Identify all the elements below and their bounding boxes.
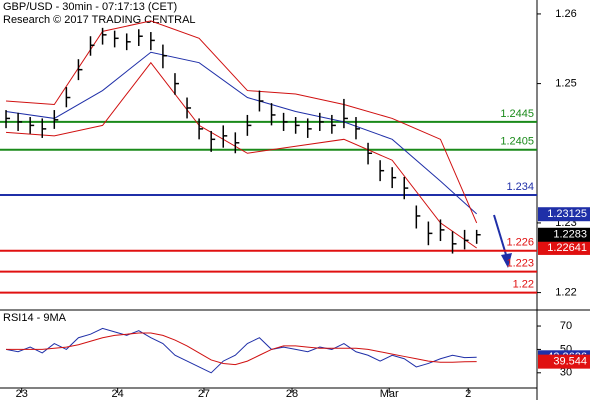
rsi-title: RSI14 - 9MA [3,312,67,324]
level-label: 1.2405 [500,136,534,148]
y-tick-label: 70 [560,320,572,332]
overlay-line [5,51,477,215]
x-tick-label: 23 [16,388,28,400]
x-tick-label: 27 [198,388,210,400]
axis-marker-label: 1.2283 [553,229,587,241]
axis-marker-label: 1.23125 [547,208,587,220]
x-tick-label: 2 [465,388,471,400]
level-label: 1.22 [513,278,534,290]
axis-marker-label: 1.22641 [547,242,587,254]
x-tick-label: 24 [112,388,124,400]
chart-subtitle: Research © 2017 TRADING CENTRAL [3,14,196,26]
x-tick-label: Mar [380,388,399,400]
level-label: 1.226 [506,237,534,249]
level-label: 1.234 [506,181,534,193]
axis-marker-label: 39.544 [553,356,587,368]
y-tick-label: 1.25 [555,78,576,90]
y-tick-label: 30 [560,367,572,379]
overlay-line [5,61,477,249]
level-label: 1.2445 [500,108,534,120]
axis-marker [538,354,590,369]
level-label: 1.223 [506,258,534,270]
axis-marker [538,240,590,255]
x-tick-label: 28 [286,388,298,400]
overlay-line [5,20,478,224]
rsi-line [5,327,477,374]
axis-marker [538,207,590,222]
chart-title: GBP/USD - 30min - 07:17:13 (CET) [3,1,177,13]
y-tick-label: 1.22 [555,286,576,298]
forecast-arrow-head [501,253,512,268]
y-tick-label: 1.26 [555,8,576,20]
rsi-line [6,332,477,366]
axis-marker [538,227,590,242]
